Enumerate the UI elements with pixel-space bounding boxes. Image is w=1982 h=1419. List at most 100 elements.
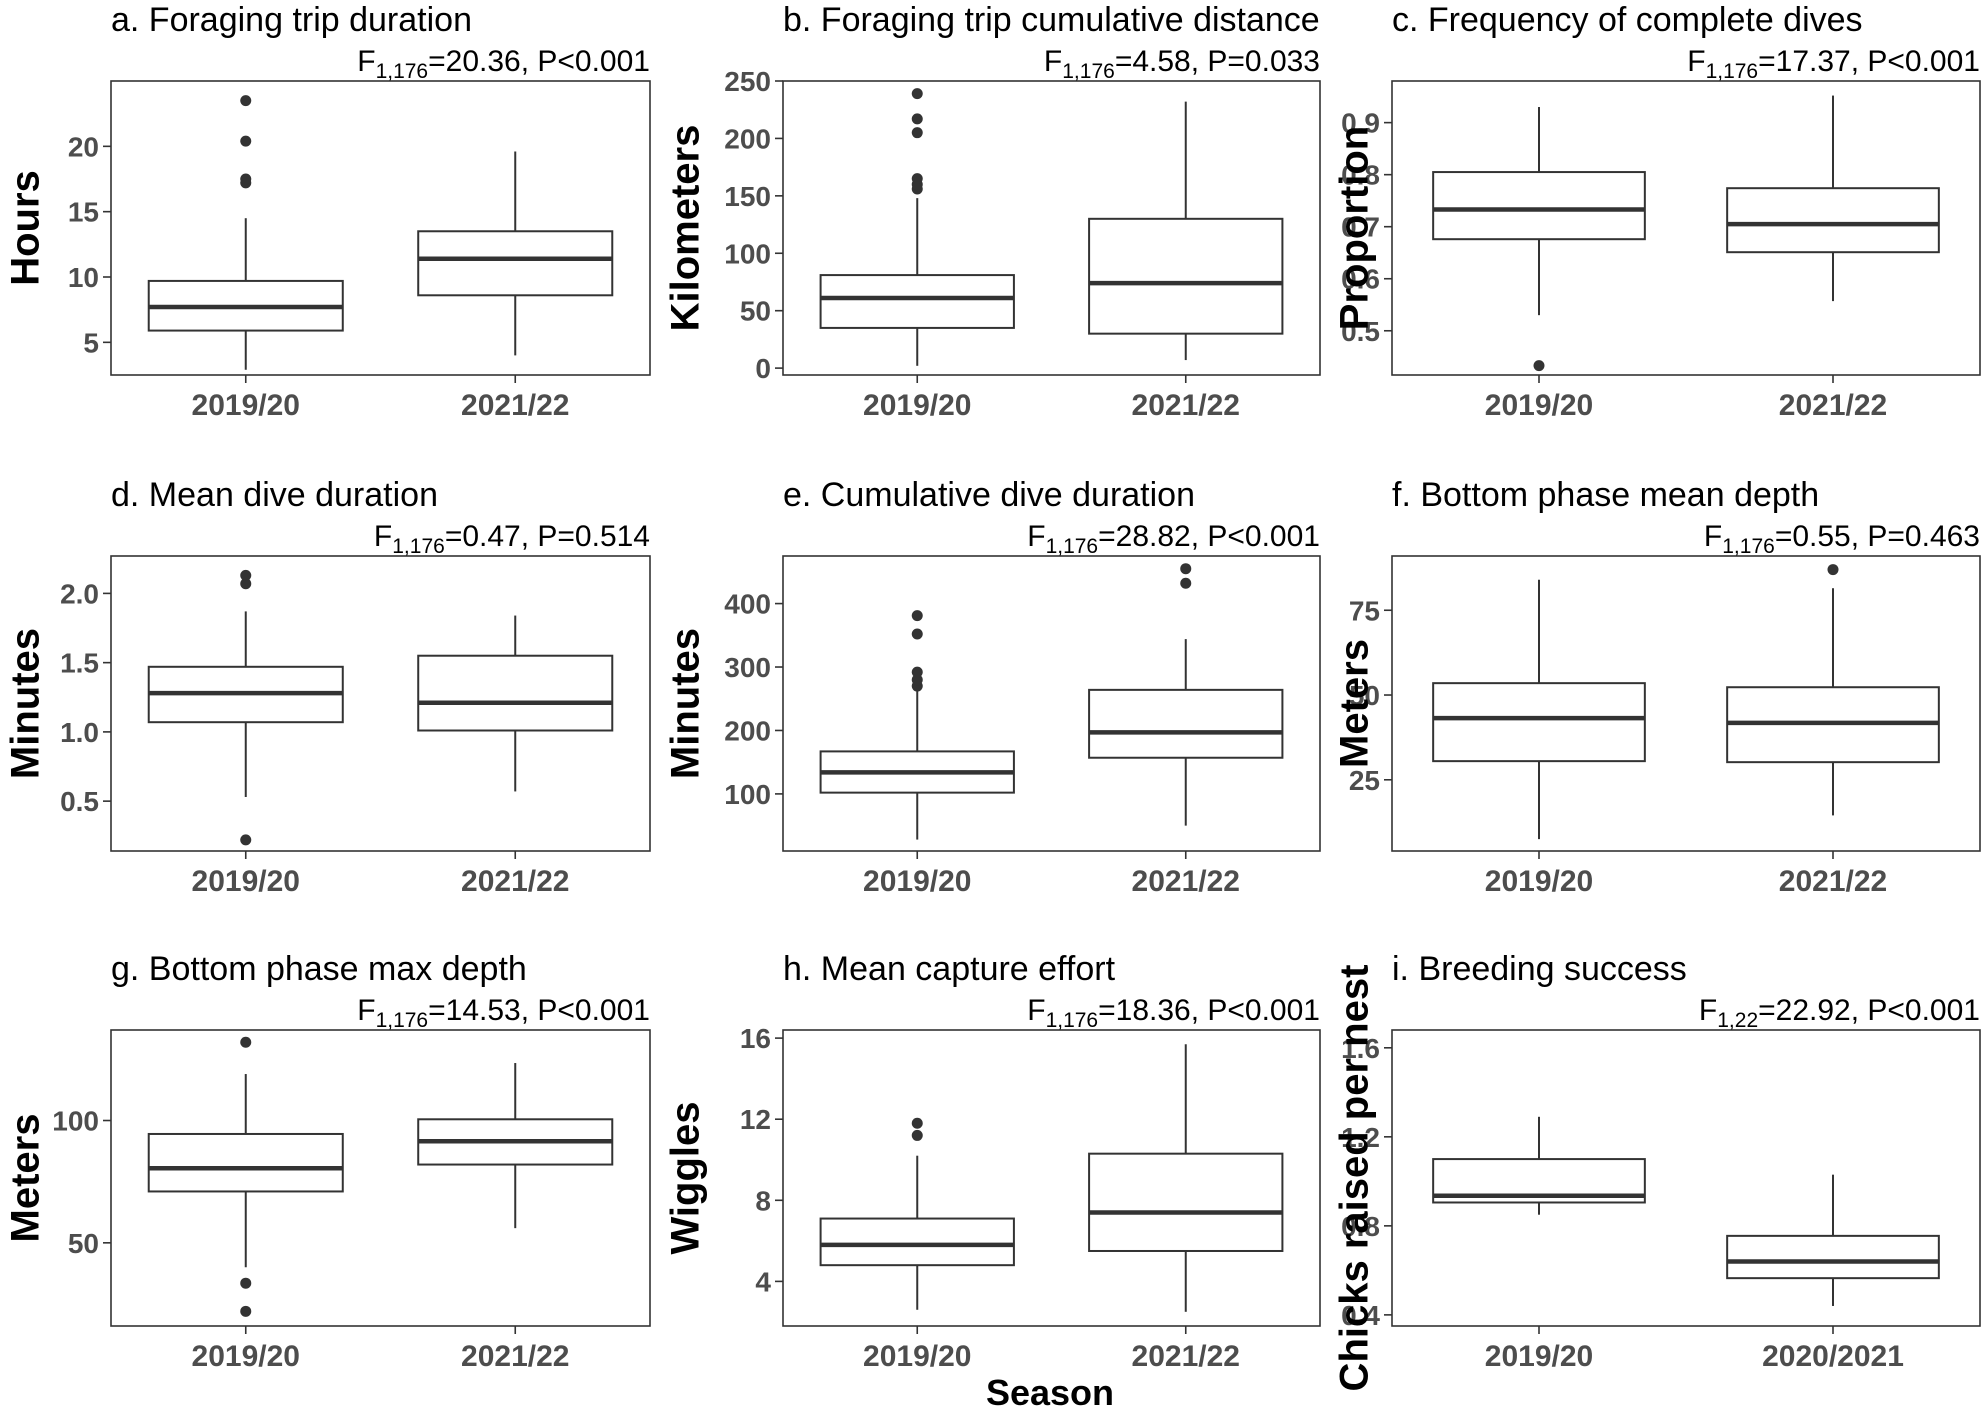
box-1 (1432, 1116, 1646, 1215)
outlier-point (1180, 563, 1192, 575)
stat-value: =14.53, P<0.001 (428, 994, 650, 1027)
y-axis-label: Chicks raised per nest (1333, 965, 1377, 1392)
stat-df: 1,176 (1062, 60, 1115, 83)
y-axis-label: Meters (1333, 639, 1377, 768)
outlier-point (911, 1117, 923, 1129)
box-2 (1088, 1044, 1284, 1312)
y-tick-label: 0.8 (1341, 160, 1380, 191)
panel-title: g. Bottom phase max depth (111, 950, 527, 988)
x-tick-label: 2021/22 (1779, 865, 1887, 898)
panel-stat: F1,22=22.92, P<0.001 (1699, 994, 1980, 1032)
y-tick-label: 100 (724, 779, 771, 810)
stat-letter: F (1044, 45, 1062, 78)
y-tick-label: 16 (740, 1023, 771, 1054)
outlier-point (911, 1129, 923, 1141)
iqr-box (1432, 171, 1646, 241)
x-tick-label: 2019/20 (863, 1340, 971, 1373)
y-tick-label: 0.5 (1341, 316, 1380, 347)
y-tick-label: 0.5 (60, 786, 99, 817)
outlier-point (240, 1277, 252, 1289)
box-2 (1726, 564, 1940, 816)
y-tick-label: 0.7 (1341, 212, 1380, 243)
stat-letter: F (1027, 520, 1045, 553)
shared-x-axis-label: Season (986, 1372, 1114, 1413)
outlier-point (911, 127, 923, 139)
panel-stat: F1,176=0.47, P=0.514 (374, 520, 650, 558)
box-1 (1432, 107, 1646, 372)
stat-letter: F (1027, 994, 1045, 1027)
iqr-box (417, 230, 614, 297)
stat-value: =18.36, P<0.001 (1098, 994, 1320, 1027)
box-1 (819, 88, 1015, 366)
y-tick-label: 1.6 (1341, 1033, 1380, 1064)
panel-title: c. Frequency of complete dives (1392, 1, 1863, 39)
stat-df: 1,176 (1046, 1009, 1099, 1032)
plot-frame (1391, 555, 1981, 852)
x-tick-label: 2021/22 (461, 865, 569, 898)
outlier-point (240, 95, 252, 107)
panel-h: h. Mean capture effort F1,176=18.36, P<0.… (664, 950, 1321, 1373)
x-tick-label: 2021/22 (1132, 389, 1240, 422)
stat-df: 1,22 (1717, 1009, 1758, 1032)
panel-title: f. Bottom phase mean depth (1392, 476, 1819, 514)
y-tick-label: 2.0 (60, 578, 99, 609)
panel-c: c. Frequency of complete dives F1,176=17.… (1333, 1, 1981, 422)
x-tick-label: 2019/20 (863, 389, 971, 422)
y-tick-label: 100 (724, 238, 771, 269)
y-axis-label: Minutes (664, 628, 708, 779)
x-tick-label: 2019/20 (1485, 865, 1593, 898)
iqr-box (819, 1217, 1015, 1267)
iqr-box (147, 1132, 344, 1193)
stat-value: =28.82, P<0.001 (1098, 520, 1320, 553)
stat-letter: F (357, 994, 375, 1027)
y-tick-label: 150 (724, 181, 771, 212)
x-tick-label: 2019/20 (192, 865, 300, 898)
y-tick-label: 0.8 (1341, 1211, 1380, 1242)
x-tick-label: 2019/20 (863, 865, 971, 898)
stat-value: =17.37, P<0.001 (1758, 45, 1980, 78)
outlier-point (240, 135, 252, 147)
iqr-box (1726, 1234, 1940, 1280)
y-tick-label: 25 (1349, 765, 1380, 796)
stat-value: =0.47, P=0.514 (445, 520, 650, 553)
y-tick-label: 0.9 (1341, 108, 1380, 139)
x-tick-label: 2019/20 (192, 389, 300, 422)
stat-letter: F (374, 520, 392, 553)
outlier-point (911, 88, 923, 100)
y-tick-label: 75 (1349, 595, 1380, 626)
box-1 (147, 569, 344, 846)
box-2 (1088, 101, 1284, 361)
plot-frame (782, 80, 1321, 376)
outlier-point (911, 173, 923, 185)
plot-frame (110, 555, 651, 852)
panel-title: e. Cumulative dive duration (783, 476, 1195, 514)
outlier-point (911, 610, 923, 622)
outlier-point (911, 113, 923, 125)
outlier-point (911, 628, 923, 640)
y-tick-label: 8 (755, 1185, 771, 1216)
box-1 (147, 1036, 344, 1317)
stat-value: =0.55, P=0.463 (1775, 520, 1980, 553)
outlier-point (1827, 564, 1839, 576)
iqr-box (1088, 217, 1284, 335)
panel-e: e. Cumulative dive duration F1,176=28.82,… (664, 476, 1321, 898)
plot-frame (110, 1029, 651, 1327)
outlier-point (240, 173, 252, 185)
plot-frame (1391, 1029, 1981, 1327)
y-tick-label: 0.4 (1341, 1300, 1380, 1331)
y-tick-label: 5 (83, 327, 99, 358)
y-axis-label: Minutes (4, 628, 48, 779)
plot-frame (1391, 80, 1981, 376)
plot-frame (110, 80, 651, 376)
stat-df: 1,176 (392, 535, 445, 558)
panel-b: b. Foraging trip cumulative distance F1,1… (664, 1, 1321, 422)
stat-value: =20.36, P<0.001 (428, 45, 650, 78)
panel-title: i. Breeding success (1392, 950, 1687, 988)
iqr-box (819, 274, 1015, 329)
x-tick-label: 2021/22 (1132, 1340, 1240, 1373)
outlier-point (240, 569, 252, 581)
x-tick-label: 2019/20 (1485, 389, 1593, 422)
y-tick-label: 4 (755, 1266, 771, 1297)
y-tick-label: 300 (724, 652, 771, 683)
y-tick-label: 400 (724, 589, 771, 620)
